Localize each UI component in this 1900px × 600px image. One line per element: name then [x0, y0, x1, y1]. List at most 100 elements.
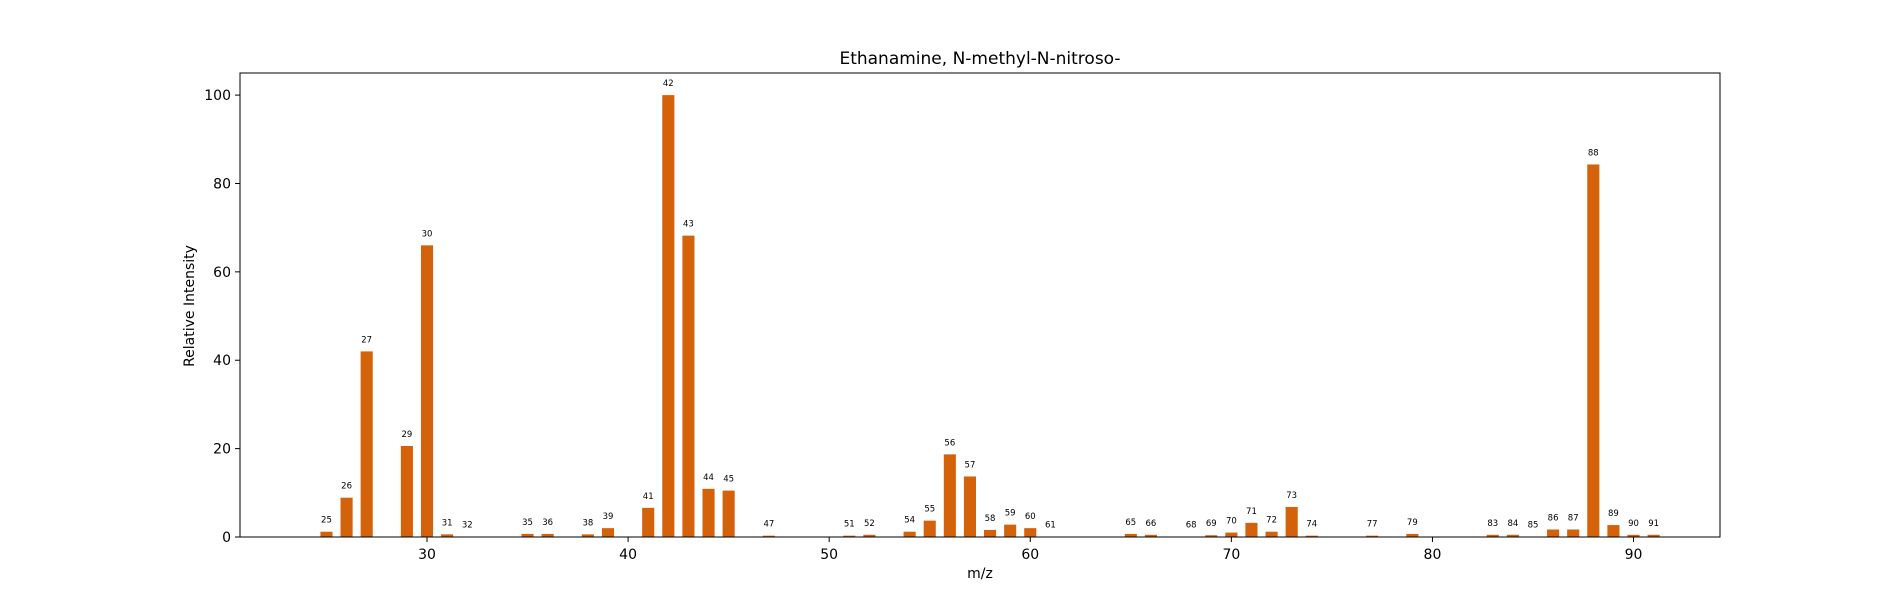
data-label-mz-79: 79: [1407, 518, 1418, 528]
chart-title: Ethanamine, N-methyl-N-nitroso-: [839, 49, 1120, 69]
bar-mz-84: [1506, 534, 1519, 537]
data-label-mz-60: 60: [1025, 512, 1036, 522]
data-label-mz-54: 54: [904, 516, 915, 526]
y-tick-label: 20: [213, 442, 231, 458]
bar-mz-83: [1486, 534, 1499, 537]
plot-area-frame: [239, 72, 1721, 538]
bar-mz-73: [1285, 506, 1298, 537]
data-label-mz-88: 88: [1588, 148, 1599, 158]
bar-mz-27: [360, 351, 373, 537]
bar-mz-77: [1366, 535, 1379, 537]
data-label-mz-57: 57: [965, 460, 976, 470]
data-label-mz-31: 31: [442, 518, 453, 528]
data-label-mz-42: 42: [663, 79, 674, 89]
x-tick-label: 80: [1424, 547, 1442, 563]
bar-mz-43: [682, 235, 695, 537]
data-label-mz-47: 47: [763, 520, 774, 530]
data-label-mz-59: 59: [1005, 509, 1016, 519]
bar-mz-90: [1627, 534, 1640, 537]
bar-mz-91: [1647, 534, 1660, 537]
bar-mz-88: [1587, 164, 1600, 537]
data-label-mz-69: 69: [1206, 519, 1217, 529]
data-label-mz-68: 68: [1186, 521, 1197, 531]
data-label-mz-43: 43: [683, 220, 694, 230]
data-label-mz-87: 87: [1568, 513, 1579, 523]
x-tick-label: 50: [820, 547, 838, 563]
data-label-mz-39: 39: [603, 512, 614, 522]
data-label-mz-52: 52: [864, 519, 875, 529]
bar-mz-55: [923, 520, 936, 537]
bar-mz-74: [1305, 535, 1318, 537]
x-axis-label: m/z: [967, 566, 993, 582]
data-label-mz-77: 77: [1367, 520, 1378, 530]
data-label-mz-56: 56: [944, 438, 955, 448]
data-label-mz-35: 35: [522, 518, 533, 528]
bar-mz-70: [1225, 532, 1238, 537]
bar-mz-42: [662, 95, 675, 537]
data-label-mz-86: 86: [1548, 513, 1559, 523]
data-label-mz-55: 55: [924, 505, 935, 515]
bar-mz-59: [1004, 524, 1017, 537]
bar-mz-57: [963, 476, 976, 537]
data-label-mz-26: 26: [341, 482, 352, 492]
y-tick-label: 0: [222, 530, 231, 546]
data-label-mz-44: 44: [703, 473, 714, 483]
bar-mz-45: [722, 490, 735, 537]
data-label-mz-84: 84: [1507, 519, 1518, 529]
data-label-mz-90: 90: [1628, 519, 1639, 529]
y-tick-label: 100: [204, 88, 231, 104]
data-label-mz-29: 29: [401, 430, 412, 440]
bar-mz-56: [943, 454, 956, 537]
bar-mz-52: [863, 534, 876, 537]
x-tick-label: 30: [418, 547, 436, 563]
bar-mz-58: [984, 529, 997, 537]
bar-mz-41: [642, 507, 655, 537]
bar-mz-30: [420, 245, 434, 537]
y-tick-label: 60: [213, 265, 231, 281]
bar-mz-89: [1607, 525, 1620, 537]
data-label-mz-32: 32: [462, 521, 473, 531]
bar-mz-87: [1567, 529, 1580, 537]
data-label-mz-74: 74: [1306, 520, 1317, 530]
bar-mz-25: [320, 531, 333, 537]
x-axis-ticks: 30 40 50 60 70 80 90: [418, 537, 1642, 563]
bar-mz-71: [1245, 522, 1258, 537]
x-tick-label: 70: [1222, 547, 1240, 563]
data-label-mz-25: 25: [321, 516, 332, 526]
bar-mz-51: [843, 535, 856, 537]
bar-mz-36: [541, 533, 554, 537]
y-axis-ticks: 0 20 40 60 80 100: [204, 88, 240, 546]
bars-group: [320, 95, 1660, 537]
bar-mz-31: [441, 534, 454, 537]
data-label-mz-30: 30: [422, 229, 433, 239]
data-label-mz-41: 41: [643, 492, 654, 502]
data-label-mz-85: 85: [1528, 521, 1539, 531]
bar-mz-65: [1124, 533, 1137, 537]
data-label-mz-71: 71: [1246, 507, 1257, 517]
bar-mz-26: [340, 497, 353, 537]
data-label-mz-72: 72: [1266, 516, 1277, 526]
data-label-mz-89: 89: [1608, 509, 1619, 519]
data-label-mz-91: 91: [1648, 519, 1659, 529]
data-label-mz-73: 73: [1286, 491, 1297, 501]
data-labels-group: 25 26 27 29 30 31 32 35 36 38 39 41 42 43 44 45 47 51 52 54…: [321, 79, 1659, 530]
data-label-mz-27: 27: [361, 335, 372, 345]
data-label-mz-51: 51: [844, 520, 855, 530]
bar-mz-35: [521, 533, 534, 537]
data-label-mz-38: 38: [582, 518, 593, 528]
bar-mz-69: [1205, 535, 1218, 537]
data-label-mz-70: 70: [1226, 517, 1237, 527]
data-label-mz-65: 65: [1125, 518, 1136, 528]
y-tick-label: 40: [213, 353, 231, 369]
data-label-mz-45: 45: [723, 475, 734, 485]
x-tick-label: 60: [1021, 547, 1039, 563]
data-label-mz-83: 83: [1487, 519, 1498, 529]
bar-mz-39: [601, 528, 615, 537]
bar-mz-54: [903, 531, 916, 537]
bar-mz-79: [1406, 533, 1419, 537]
data-label-mz-58: 58: [985, 514, 996, 524]
y-tick-label: 80: [213, 176, 231, 192]
bar-mz-66: [1144, 534, 1157, 537]
bar-mz-72: [1265, 531, 1278, 537]
